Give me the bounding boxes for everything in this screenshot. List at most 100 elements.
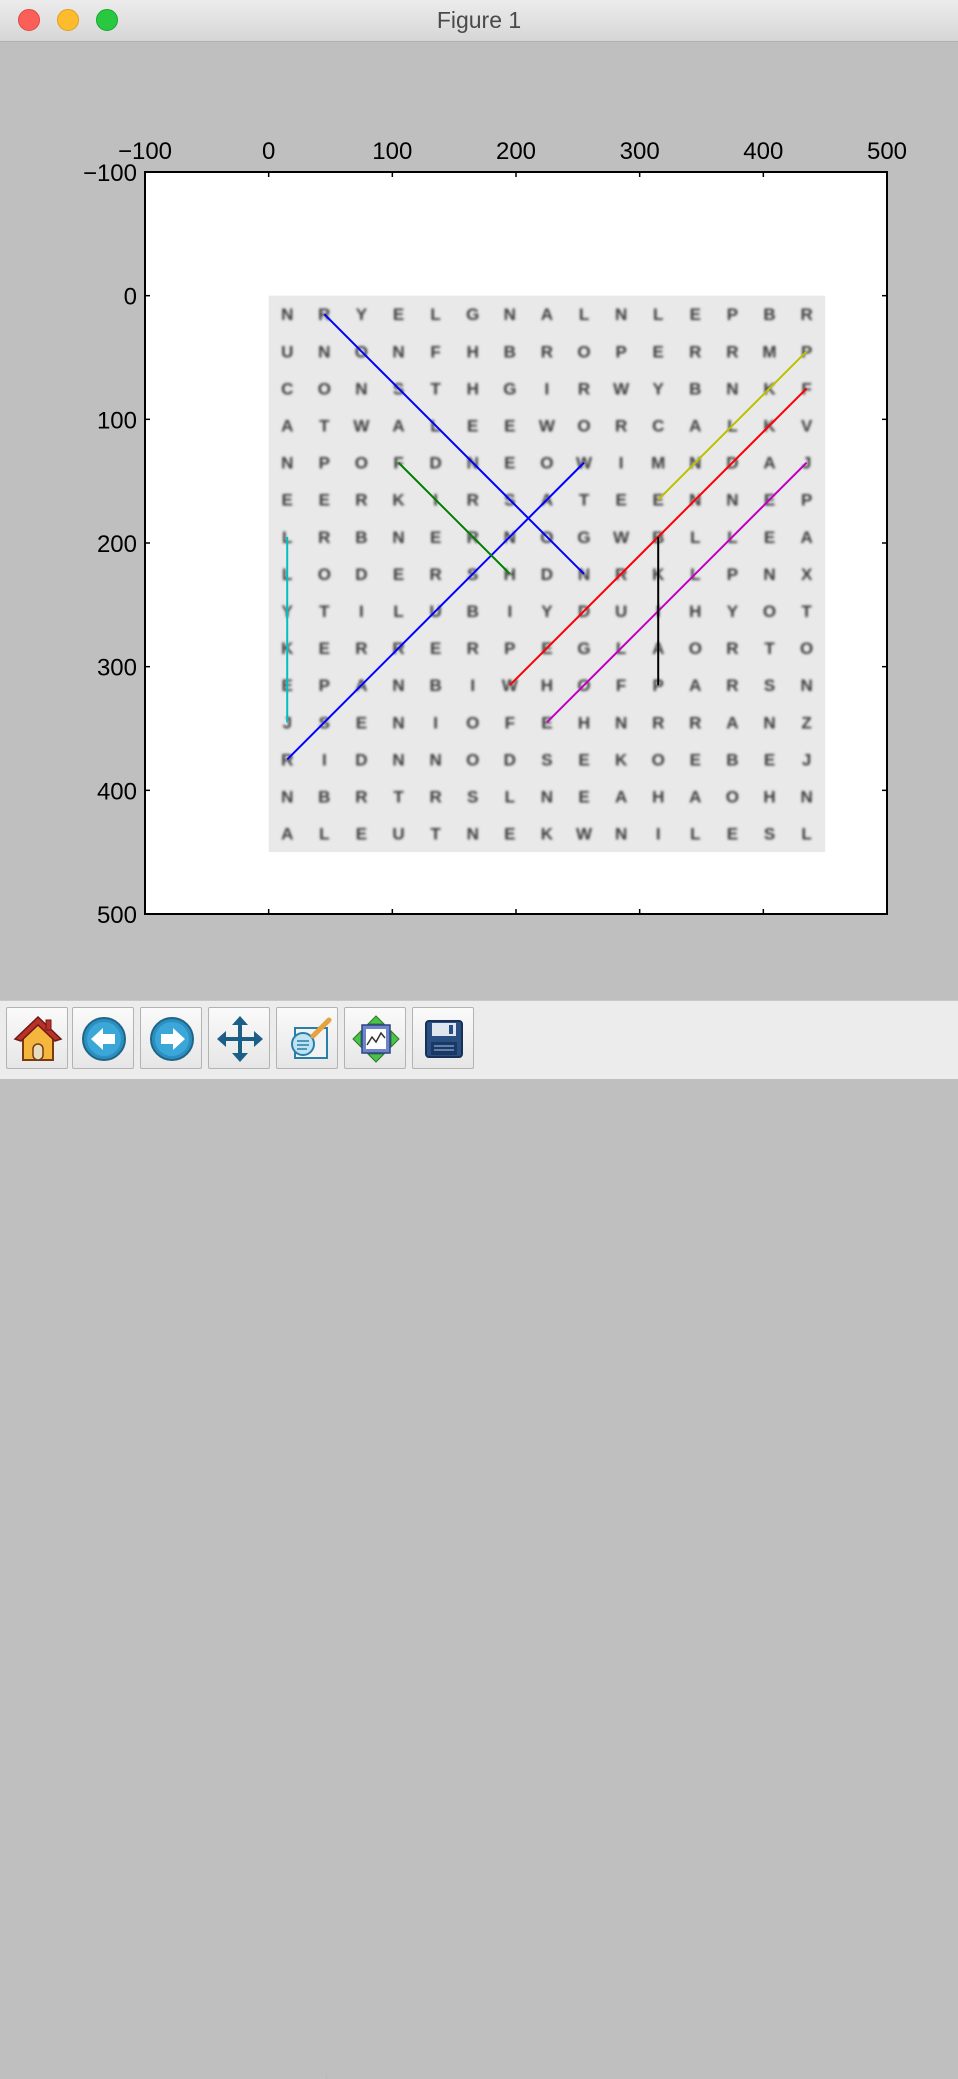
image-background <box>268 295 826 853</box>
grid-letter: N <box>615 305 627 324</box>
home-button[interactable] <box>6 1007 68 1069</box>
grid-letter: O <box>577 417 590 436</box>
grid-letter: I <box>433 713 438 732</box>
grid-letter: J <box>282 713 291 732</box>
grid-letter: R <box>355 491 367 510</box>
grid-letter: E <box>690 750 701 769</box>
grid-letter: A <box>689 788 701 807</box>
pan-arrows-icon <box>217 1016 263 1062</box>
close-window-button[interactable] <box>18 9 40 31</box>
forward-button[interactable] <box>140 1007 202 1069</box>
grid-letter: P <box>319 676 330 695</box>
grid-letter: Y <box>356 305 368 324</box>
zoom-window-button[interactable] <box>96 9 118 31</box>
grid-letter: F <box>505 713 515 732</box>
grid-letter: T <box>801 602 812 621</box>
x-tick-label: 100 <box>372 138 412 165</box>
grid-letter: U <box>615 602 627 621</box>
grid-letter: E <box>504 825 515 844</box>
x-tick-label: 200 <box>496 138 536 165</box>
grid-letter: N <box>578 565 590 584</box>
grid-letter: E <box>282 491 293 510</box>
grid-letter: O <box>318 565 331 584</box>
grid-letter: A <box>763 454 775 473</box>
grid-letter: N <box>392 750 404 769</box>
grid-letter: C <box>281 379 293 398</box>
grid-letter: A <box>689 417 701 436</box>
grid-letter: L <box>690 825 700 844</box>
figure-canvas[interactable]: NRYELGNALNLEPBRUNONFHBROPERRMPCONSTHGIRW… <box>0 42 958 1000</box>
grid-letter: F <box>616 676 626 695</box>
grid-letter: E <box>653 491 664 510</box>
grid-letter: N <box>318 342 330 361</box>
grid-letter: O <box>800 639 813 658</box>
grid-letter: B <box>467 602 479 621</box>
pan-button[interactable] <box>208 1007 270 1069</box>
grid-letter: I <box>619 454 624 473</box>
grid-letter: E <box>541 713 552 732</box>
back-button[interactable] <box>72 1007 134 1069</box>
grid-letter: N <box>763 565 775 584</box>
grid-letter: G <box>577 639 590 658</box>
minimize-window-button[interactable] <box>57 9 79 31</box>
save-button[interactable] <box>412 1007 474 1069</box>
grid-letter: A <box>281 417 293 436</box>
grid-letter: E <box>615 491 626 510</box>
grid-letter: O <box>466 713 479 732</box>
zoom-button[interactable] <box>276 1007 338 1069</box>
grid-letter: R <box>689 342 701 361</box>
grid-letter: H <box>578 713 590 732</box>
grid-letter: B <box>726 750 738 769</box>
grid-letter: P <box>801 491 812 510</box>
grid-letter: N <box>355 379 367 398</box>
grid-letter: E <box>393 305 404 324</box>
grid-letter: N <box>392 676 404 695</box>
grid-letter: B <box>689 379 701 398</box>
y-tick-label: 500 <box>97 902 137 929</box>
grid-letter: U <box>392 825 404 844</box>
grid-letter: B <box>429 676 441 695</box>
grid-letter: L <box>393 602 403 621</box>
grid-letter: A <box>615 788 627 807</box>
configure-subplots-button[interactable] <box>344 1007 406 1069</box>
grid-letter: E <box>653 342 664 361</box>
grid-letter: S <box>467 788 478 807</box>
grid-letter: R <box>355 788 367 807</box>
word-line-5 <box>509 387 808 686</box>
y-tick-label: 200 <box>97 531 137 558</box>
navigation-toolbar <box>0 1000 958 2079</box>
grid-letter: N <box>281 305 293 324</box>
grid-letter: L <box>653 305 663 324</box>
grid-letter: S <box>764 825 775 844</box>
title-bar[interactable]: Figure 1 <box>0 0 958 42</box>
grid-letter: P <box>319 454 330 473</box>
grid-letter: N <box>429 750 441 769</box>
y-tick-label: 300 <box>97 655 137 682</box>
grid-letter: R <box>541 342 553 361</box>
grid-letter: R <box>281 750 293 769</box>
grid-letter: B <box>763 305 775 324</box>
grid-letter: N <box>281 788 293 807</box>
grid-letter: B <box>355 528 367 547</box>
grid-letter: E <box>690 305 701 324</box>
grid-letter: K <box>392 491 405 510</box>
grid-letter: P <box>504 639 515 658</box>
grid-letter: L <box>801 825 811 844</box>
grid-letter: P <box>615 342 626 361</box>
grid-letter: K <box>615 750 628 769</box>
grid-letter: O <box>466 750 479 769</box>
x-tick-label: 500 <box>867 138 907 165</box>
grid-letter: R <box>726 676 738 695</box>
grid-letter: E <box>356 713 367 732</box>
grid-letter: E <box>319 491 330 510</box>
grid-letter: O <box>763 602 776 621</box>
grid-letter: F <box>430 342 440 361</box>
grid-letter: N <box>726 491 738 510</box>
grid-letter: R <box>800 305 812 324</box>
grid-letter: O <box>355 454 368 473</box>
grid-letter: T <box>579 491 590 510</box>
subplots-config-icon <box>352 1015 400 1063</box>
x-tick-label: 300 <box>620 138 660 165</box>
axis-ticks: −100 0 100 200 300 400 500 −100 0 100 200 300 400 500 <box>83 138 907 929</box>
